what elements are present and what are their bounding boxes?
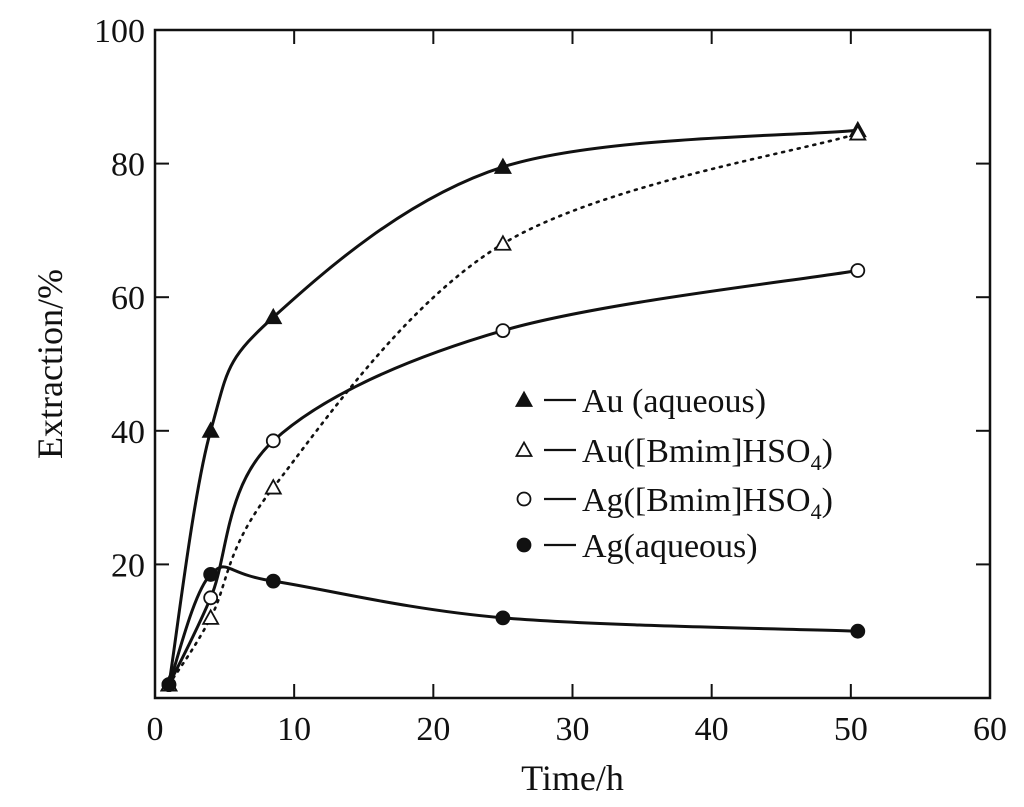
y-tick-label: 80 [111,147,145,184]
y-tick-label: 40 [111,414,145,451]
data-point [264,307,283,325]
legend-label: Ag([Bmim]HSO4) [582,482,833,524]
legend-entry: Au([Bmim]HSO4) [514,433,833,475]
x-tick-label: 0 [147,711,164,748]
legend-marker [514,390,534,407]
x-tick-label: 30 [556,711,590,748]
series-line [167,565,858,686]
series-3 [161,565,866,693]
data-point [265,433,281,449]
data-point [850,263,866,278]
y-tick-label: 60 [111,280,145,317]
legend-marker [514,440,534,457]
data-point [203,567,219,582]
data-point [161,677,177,693]
data-point [493,234,512,251]
data-point [201,608,220,625]
series-line [167,128,858,685]
data-point [495,323,511,339]
legend-marker [516,537,532,553]
data-point [264,478,283,495]
y-tick-label: 100 [94,13,145,50]
data-point [265,573,281,589]
data-point [848,124,867,141]
legend-label: Ag(aqueous) [582,528,758,565]
data-point [203,590,219,606]
legend-entry: Au (aqueous) [514,383,766,420]
x-tick-label: 40 [695,711,729,748]
data-point [495,610,511,626]
legend: Au (aqueous) Au([Bmim]HSO4) Ag([Bmim]HSO4)… [514,383,833,565]
x-tick-label: 20 [416,711,450,748]
x-axis-title: Time/h [521,758,624,798]
legend-label: Au (aqueous) [582,383,766,420]
data-point [493,157,512,174]
x-tick-label: 10 [277,711,311,748]
legend-entry: Ag(aqueous) [516,528,758,565]
axes: 0 10 20 30 40 50 60 20 40 60 80 100 [94,13,1007,748]
plot-frame [153,28,992,700]
legend-entry: Ag([Bmim]HSO4) [516,482,833,524]
y-axis-title: Extraction/% [30,269,70,459]
data-point [201,421,220,438]
legend-label: Au([Bmim]HSO4) [582,433,833,475]
x-tick-label: 60 [973,711,1007,748]
legend-marker [516,491,532,507]
data-point [850,623,866,639]
series-line [167,269,859,686]
y-tick-label: 20 [111,547,145,584]
series-group [159,120,867,693]
x-tick-label: 50 [834,711,868,748]
